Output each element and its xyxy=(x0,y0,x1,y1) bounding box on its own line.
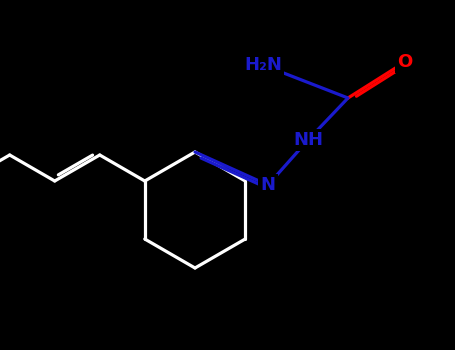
Text: NH: NH xyxy=(293,131,323,149)
Text: O: O xyxy=(397,53,413,71)
Text: N: N xyxy=(261,176,275,194)
Text: H₂N: H₂N xyxy=(244,56,282,74)
